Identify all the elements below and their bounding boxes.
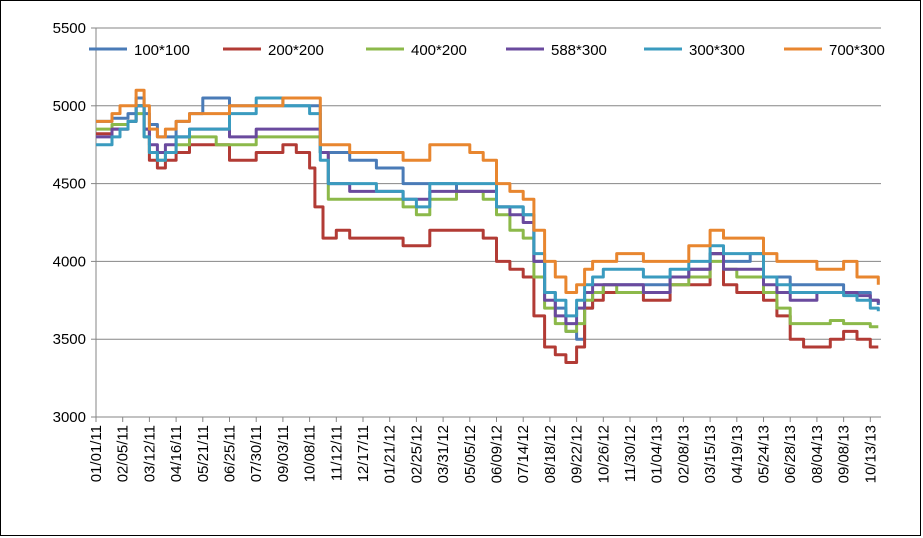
legend-entry: 300*300 <box>644 42 745 59</box>
y-tick-label: 5500 <box>53 20 86 37</box>
legend-entry: 400*200 <box>366 42 467 59</box>
series-line-100x100 <box>96 96 880 341</box>
y-tick-label: 3000 <box>53 409 86 426</box>
x-tick-label: 04/19/13 <box>729 425 746 483</box>
x-tick-label: 07/30/11 <box>248 425 265 482</box>
x-tick-label: 05/21/11 <box>195 425 212 482</box>
x-tick-label: 08/18/12 <box>542 425 559 483</box>
legend-entry: 200*200 <box>223 42 324 59</box>
x-tick-label: 05/05/12 <box>462 425 479 483</box>
x-tick-label: 06/28/13 <box>782 425 799 483</box>
x-tick-label: 01/04/13 <box>649 425 666 483</box>
legend-label: 588*300 <box>551 42 607 59</box>
x-tick-label: 01/01/11 <box>88 425 105 482</box>
series-line-300x300 <box>96 96 880 318</box>
x-tick-label: 03/12/11 <box>141 425 158 482</box>
y-tick-label: 3500 <box>53 331 86 348</box>
y-tick-label: 5000 <box>53 98 86 115</box>
axes: 3000 3500 4000 4500 5000 5500 01/01/11 02/05/11… <box>53 20 881 483</box>
x-tick-label: 03/15/13 <box>702 425 719 483</box>
x-tick-label: 09/08/13 <box>836 425 853 483</box>
y-tick-label: 4500 <box>53 176 86 193</box>
legend-entry: 700*300 <box>784 42 885 59</box>
series-line-200x200 <box>96 104 879 364</box>
x-tick-label: 02/25/12 <box>408 425 425 483</box>
x-tick-label: 06/09/12 <box>489 425 506 483</box>
legend-label: 700*300 <box>829 42 885 59</box>
series-line-700x300 <box>96 88 880 294</box>
x-tick-label: 10/08/11 <box>302 425 319 482</box>
legend-entry: 100*100 <box>89 42 190 59</box>
x-tick-label: 05/24/13 <box>756 425 773 483</box>
legend: 100*100 200*200 400*200 588*300 300*300 700*3… <box>89 42 885 59</box>
legend-label: 100*100 <box>134 42 190 59</box>
legend-entry: 588*300 <box>506 42 607 59</box>
legend-label: 400*200 <box>411 42 467 59</box>
x-tick-label: 07/14/12 <box>515 425 532 483</box>
legend-label: 300*300 <box>689 42 745 59</box>
series-layer <box>96 88 880 364</box>
gridlines <box>96 27 881 418</box>
x-tick-label: 06/25/11 <box>222 425 239 482</box>
x-tick-label: 10/13/13 <box>862 425 879 483</box>
x-tick-label: 08/04/13 <box>809 425 826 483</box>
x-tick-label: 11/12/11 <box>328 425 345 481</box>
series-line-400x200 <box>96 112 879 333</box>
x-tick-label: 02/05/11 <box>115 425 132 482</box>
x-tick-label: 01/21/12 <box>382 425 399 483</box>
legend-label: 200*200 <box>268 42 324 59</box>
x-tick-label: 09/22/12 <box>569 425 586 483</box>
x-tick-label: 04/16/11 <box>168 425 185 482</box>
x-tick-label: 10/26/12 <box>595 425 612 483</box>
x-tick-label: 09/03/11 <box>275 425 292 482</box>
x-tick-label: 12/17/11 <box>355 425 372 482</box>
y-tick-label: 4000 <box>53 253 86 270</box>
x-tick-label: 11/30/12 <box>622 425 639 482</box>
series-line-588x300 <box>96 104 880 326</box>
x-tick-label: 03/31/12 <box>435 425 452 483</box>
x-tick-label: 02/08/13 <box>675 425 692 483</box>
